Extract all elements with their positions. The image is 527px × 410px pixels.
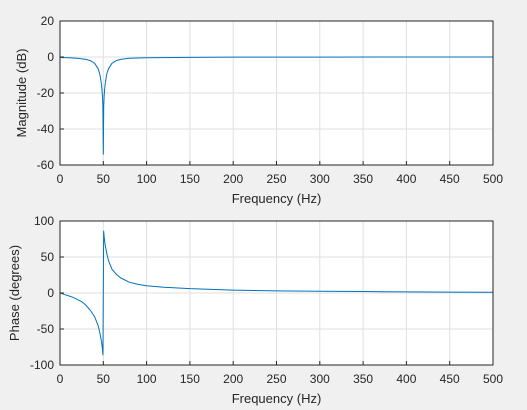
chart-1-x-tick-label-8: 400 [396, 372, 416, 386]
chart-0-x-tick-label-0: 0 [57, 172, 64, 186]
chart-1-x-tick-label-4: 200 [223, 372, 243, 386]
chart-1-x-tick-label-3: 150 [180, 372, 200, 386]
chart-1-y-axis-label: Phase (degrees) [7, 245, 22, 341]
chart-1-x-tick-label-10: 500 [483, 372, 503, 386]
chart-1-y-tick-label-1: -50 [37, 322, 55, 336]
chart-0-x-tick-label-6: 300 [310, 172, 330, 186]
chart-0-magnitude-axes: 0 50 100 150 200 250 300 350 400 450 500 -60 -40 -20 0… [14, 14, 503, 206]
chart-1-x-tick-label-5: 250 [266, 372, 286, 386]
chart-0-x-tick-label-4: 200 [223, 172, 243, 186]
chart-0-y-tick-label-0: -60 [37, 158, 55, 172]
chart-1-series-line-0 [59, 230, 494, 356]
chart-0-y-tick-label-3: 0 [47, 50, 54, 64]
chart-1-x-tick-label-1: 50 [97, 372, 111, 386]
chart-0-x-tick-label-1: 50 [97, 172, 111, 186]
chart-1-x-tick-label-9: 450 [440, 372, 460, 386]
chart-0-x-tick-label-7: 350 [353, 172, 373, 186]
chart-0-x-tick-label-8: 400 [396, 172, 416, 186]
chart-1-x-tick-label-0: 0 [57, 372, 64, 386]
chart-1-y-tick-label-3: 50 [41, 250, 55, 264]
chart-0-y-axis-label: Magnitude (dB) [14, 49, 29, 138]
chart-1-x-tick-label-7: 350 [353, 372, 373, 386]
chart-1-x-tick-label-2: 100 [137, 372, 157, 386]
chart-0-y-tick-label-4: 20 [41, 14, 55, 28]
chart-1-phase-axes: 0 50 100 150 200 250 300 350 400 450 500 -100 -50 0 50… [7, 214, 503, 406]
chart-0-x-tick-label-3: 150 [180, 172, 200, 186]
chart-1-y-tick-label-0: -100 [30, 358, 54, 372]
chart-0-x-tick-label-9: 450 [440, 172, 460, 186]
chart-0-y-tick-label-2: -20 [37, 86, 55, 100]
chart-0-series-line-0 [59, 56, 494, 155]
chart-1-x-axis-label: Frequency (Hz) [232, 391, 322, 406]
chart-0-x-tick-label-2: 100 [137, 172, 157, 186]
chart-1-y-tick-label-2: 0 [47, 286, 54, 300]
chart-0-x-tick-label-10: 500 [483, 172, 503, 186]
chart-0-x-tick-label-5: 250 [266, 172, 286, 186]
chart-0-y-tick-label-1: -40 [37, 122, 55, 136]
chart-0-x-axis-label: Frequency (Hz) [232, 191, 322, 206]
chart-1-x-tick-label-6: 300 [310, 372, 330, 386]
chart-1-y-tick-label-4: 100 [34, 214, 54, 228]
